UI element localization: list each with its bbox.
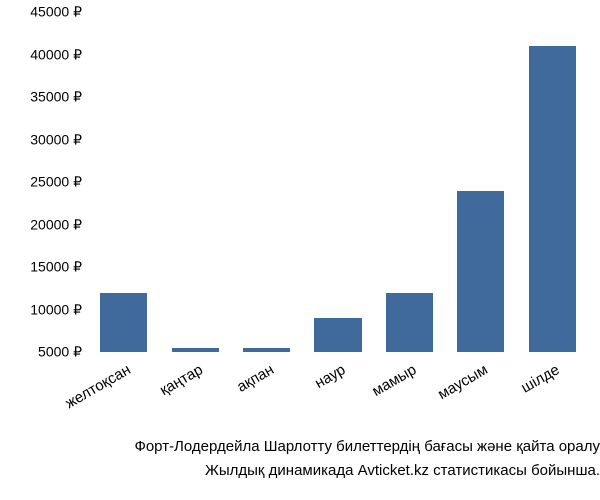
bar	[314, 318, 361, 352]
bar	[457, 191, 504, 353]
caption-line-1: Форт-Лодердейла Шарлотту билеттердің бағ…	[0, 438, 600, 455]
y-tick-label: 45000 ₽	[30, 4, 82, 21]
price-chart: 5000 ₽ 10000 ₽ 15000 ₽ 20000 ₽ 25000 ₽ 30000 …	[0, 0, 600, 500]
caption-line-2: Жылдық динамикада Avticket.kz статистика…	[0, 462, 600, 479]
y-tick-label: 40000 ₽	[30, 46, 82, 63]
bar	[100, 293, 147, 353]
x-tick-label: мамыр	[370, 361, 420, 400]
y-tick-label: 30000 ₽	[30, 131, 82, 148]
x-tick-label: ақпан	[234, 361, 277, 396]
y-tick-label: 5000 ₽	[38, 344, 82, 361]
x-tick-label: қаңтар	[157, 361, 206, 399]
y-tick-label: 10000 ₽	[30, 301, 82, 318]
bar	[386, 293, 433, 353]
y-tick-label: 15000 ₽	[30, 259, 82, 276]
bar	[243, 348, 290, 352]
bar	[172, 348, 219, 352]
y-tick-label: 20000 ₽	[30, 216, 82, 233]
x-tick-label: шілде	[518, 361, 562, 396]
plot-area: 5000 ₽10000 ₽15000 ₽20000 ₽25000 ₽30000 …	[88, 12, 588, 352]
y-tick-label: 35000 ₽	[30, 89, 82, 106]
bar	[529, 46, 576, 352]
x-tick-label: наур	[312, 361, 348, 392]
x-tick-label: желтоқсан	[63, 361, 134, 412]
x-tick-label: маусым	[435, 361, 491, 403]
y-tick-label: 25000 ₽	[30, 174, 82, 191]
